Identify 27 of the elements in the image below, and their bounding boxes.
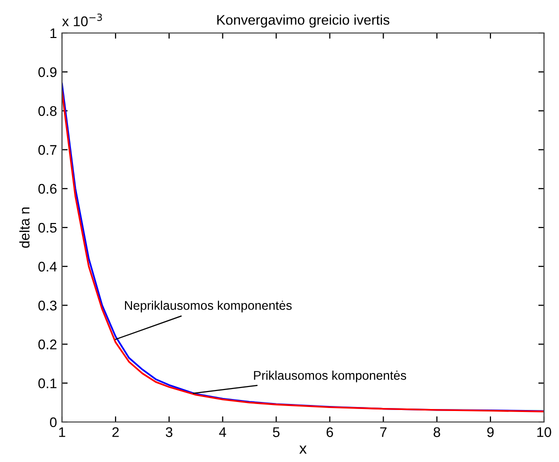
y-tick-label: 1: [50, 28, 56, 38]
y-tick-label: 0.2: [38, 340, 56, 350]
x-tick-label: 8: [434, 427, 440, 438]
x-tick-label: 5: [272, 427, 280, 438]
y-tick-label: 0.4: [38, 262, 57, 272]
x-tick-label: 9: [487, 427, 494, 438]
y-tick-label: 0.8: [38, 106, 57, 116]
x-tick-label: 3: [166, 427, 172, 438]
x-tick-label: 4: [219, 427, 226, 437]
x-tick-label: 10: [537, 427, 552, 438]
y-tick-label: 0.5: [38, 222, 57, 233]
chart-title: Konvergavimo greicio ivertis: [217, 14, 390, 28]
y-tick-label: 0.7: [38, 145, 56, 155]
y-tick-label: 0.3: [38, 300, 57, 310]
y-tick-label: 0.6: [38, 184, 57, 194]
x-tick-label: 2: [112, 427, 119, 437]
x-tick-label: 6: [326, 427, 334, 438]
y-tick-label: 0.9: [38, 67, 56, 78]
x-tick-label: 7: [380, 427, 386, 437]
y-axis-title: delta n: [19, 208, 30, 248]
x-tick-label: 1: [59, 427, 66, 437]
x-axis-title: x: [299, 446, 307, 454]
annotation: Priklausomos komponentės: [254, 370, 406, 382]
annotation: Nepriklausomos komponentės: [125, 300, 292, 312]
y-tick-label: 0: [50, 417, 57, 428]
y-tick-label: 0.1: [38, 378, 56, 388]
text: x 10$^{−3}$: [62, 14, 102, 26]
